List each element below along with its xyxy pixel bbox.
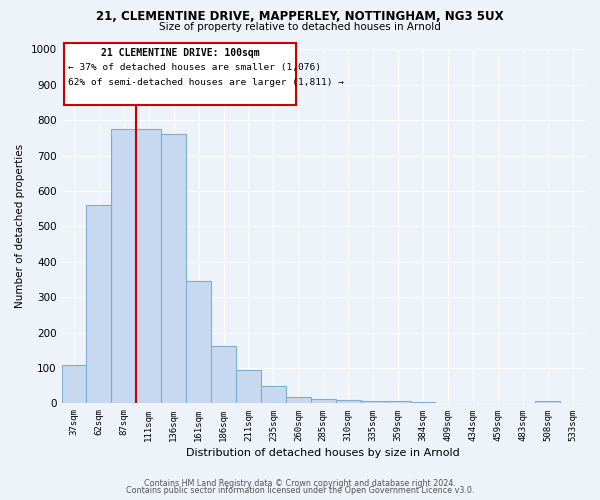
Bar bbox=[386, 401, 410, 404]
Bar bbox=[286, 397, 311, 404]
Bar bbox=[535, 400, 560, 404]
FancyBboxPatch shape bbox=[64, 43, 296, 105]
Text: 21 CLEMENTINE DRIVE: 100sqm: 21 CLEMENTINE DRIVE: 100sqm bbox=[101, 48, 259, 58]
Bar bbox=[112, 129, 136, 404]
Bar bbox=[62, 364, 86, 404]
Bar bbox=[186, 282, 211, 404]
Bar bbox=[336, 400, 361, 404]
Bar bbox=[161, 134, 186, 404]
Text: Contains public sector information licensed under the Open Government Licence v3: Contains public sector information licen… bbox=[126, 486, 474, 495]
Y-axis label: Number of detached properties: Number of detached properties bbox=[15, 144, 25, 308]
Text: 21, CLEMENTINE DRIVE, MAPPERLEY, NOTTINGHAM, NG3 5UX: 21, CLEMENTINE DRIVE, MAPPERLEY, NOTTING… bbox=[96, 10, 504, 23]
X-axis label: Distribution of detached houses by size in Arnold: Distribution of detached houses by size … bbox=[187, 448, 460, 458]
Bar bbox=[410, 402, 436, 404]
Bar bbox=[311, 399, 336, 404]
Bar bbox=[261, 386, 286, 404]
Text: 62% of semi-detached houses are larger (1,811) →: 62% of semi-detached houses are larger (… bbox=[68, 78, 344, 88]
Text: Size of property relative to detached houses in Arnold: Size of property relative to detached ho… bbox=[159, 22, 441, 32]
Text: ← 37% of detached houses are smaller (1,076): ← 37% of detached houses are smaller (1,… bbox=[68, 62, 321, 72]
Bar bbox=[136, 129, 161, 404]
Bar bbox=[86, 205, 112, 404]
Bar bbox=[361, 400, 386, 404]
Text: Contains HM Land Registry data © Crown copyright and database right 2024.: Contains HM Land Registry data © Crown c… bbox=[144, 478, 456, 488]
Bar bbox=[236, 370, 261, 404]
Bar bbox=[211, 346, 236, 404]
